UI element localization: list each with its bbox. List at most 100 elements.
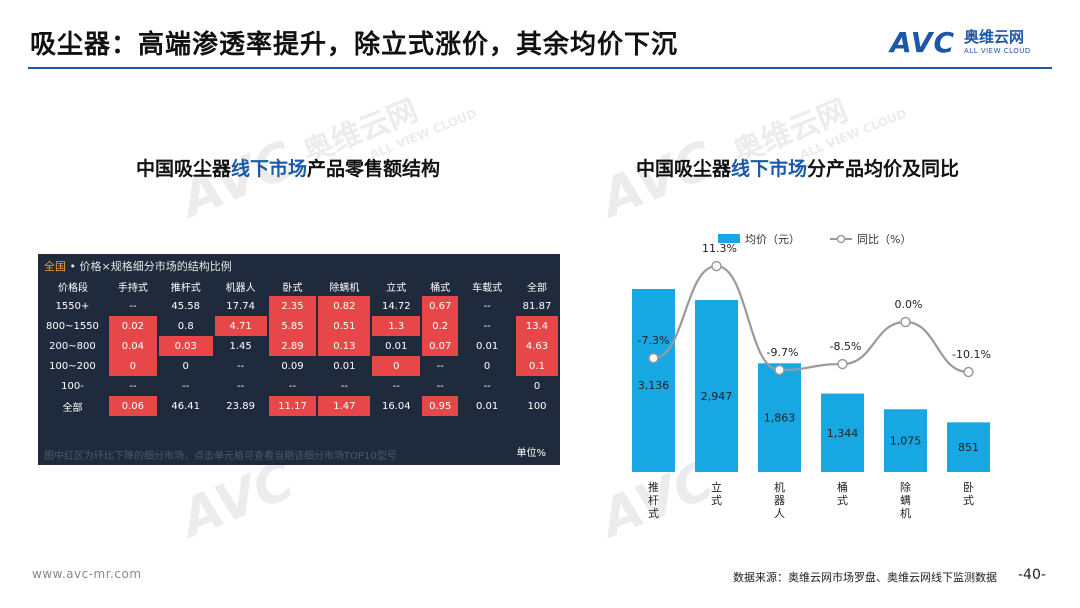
table-cell[interactable]: 17.74	[213, 296, 269, 316]
table-cell[interactable]: --	[459, 296, 516, 316]
table-cell[interactable]: 1.3	[371, 316, 423, 336]
table-cell[interactable]: 0.01	[317, 356, 373, 376]
yoy-point	[900, 316, 911, 328]
table-cell[interactable]: 11.17	[267, 396, 319, 416]
structure-table-panel: 全国 • 价格×规格细分市场的结构比例 价格段 手持式 推杆式 机器人 卧式 除螨机 立式 桶…	[38, 254, 560, 465]
bar-value-label: 851	[958, 441, 979, 454]
category-label: 机	[774, 480, 785, 494]
table-cell[interactable]: 0	[371, 356, 423, 376]
logo-mark: AVC	[890, 26, 955, 59]
table-cell[interactable]: 81.87	[515, 296, 560, 316]
yoy-point	[837, 358, 848, 370]
table-cell[interactable]: 2.35	[267, 296, 319, 316]
table-cell[interactable]: --	[459, 376, 516, 396]
table-cell[interactable]: 0.06	[107, 396, 159, 416]
table-cell[interactable]: 0.67	[421, 296, 461, 316]
table-header-cell: 手持式	[117, 282, 148, 294]
category-label: 杆	[648, 493, 659, 507]
yoy-point	[711, 260, 722, 272]
table-cell[interactable]: 0.2	[421, 316, 461, 336]
category-label: 立	[711, 480, 722, 494]
category-label: 式	[711, 494, 722, 507]
table-cell[interactable]: 16.04	[371, 396, 423, 416]
header-divider	[28, 67, 1052, 69]
table-header-cell: 桶式	[430, 282, 451, 294]
table-row: 100~200 0 0 -- 0.09 0.01 0 -- 0 0.1	[38, 356, 560, 376]
table-cell[interactable]: --	[213, 376, 269, 396]
table-cell[interactable]: 45.58	[157, 296, 215, 316]
yoy-point	[963, 366, 974, 378]
category-label: 桶	[837, 480, 848, 494]
table-cell[interactable]: 2.89	[267, 336, 319, 356]
category-label: 机	[900, 506, 911, 520]
category-label: 式	[963, 494, 974, 507]
watermark: AVC	[172, 450, 303, 550]
price-segment-label: 200~800	[38, 336, 109, 356]
page-number: -40-	[1018, 567, 1046, 583]
table-cell[interactable]: --	[459, 316, 516, 336]
table-cell[interactable]: --	[213, 356, 269, 376]
table-cell[interactable]: 14.72	[371, 296, 423, 316]
yoy-label: -9.7%	[767, 346, 799, 359]
table-cell[interactable]: 23.89	[213, 396, 269, 416]
yoy-label: -7.3%	[638, 334, 670, 347]
avg-price-chart: 均价（元） 同比（%）3,136推杆式2,947立式1,863机器人1,344桶式…	[632, 233, 991, 520]
yoy-label: 0.0%	[895, 298, 923, 311]
table-cell[interactable]: 0	[459, 356, 516, 376]
table-cell[interactable]: --	[421, 356, 461, 376]
table-cell[interactable]: 0.01	[459, 336, 516, 356]
table-row: 100- -- -- -- -- -- -- -- -- 0	[38, 376, 560, 396]
table-cell[interactable]: 1.47	[317, 396, 373, 416]
table-cell[interactable]: --	[107, 376, 159, 396]
table-cell[interactable]: --	[371, 376, 423, 396]
table-row: 全部 0.06 46.41 23.89 11.17 1.47 16.04 0.95 0.01 10…	[38, 396, 560, 416]
table-cell[interactable]: 0.01	[371, 336, 423, 356]
bar-机器人	[758, 363, 801, 472]
table-cell[interactable]: 0.13	[317, 336, 373, 356]
table-cell[interactable]: 46.41	[157, 396, 215, 416]
yoy-point	[648, 352, 659, 364]
bar-value-label: 2,947	[701, 390, 733, 403]
bar-桶式	[821, 393, 864, 472]
table-footer-note: 图中红区为环比下降的细分市场，点击单元格可查看当期该细分市场TOP10型号	[44, 451, 397, 462]
table-header-cell: 车载式	[472, 282, 503, 294]
table-header-cell: 除螨机	[329, 282, 360, 294]
bar-推杆式	[632, 289, 675, 472]
table-cell[interactable]: 0	[157, 356, 215, 376]
yoy-label: 11.3%	[702, 242, 737, 255]
category-label: 除	[900, 480, 911, 494]
table-cell[interactable]: 0.8	[157, 316, 215, 336]
table-cell[interactable]: 0.04	[107, 336, 159, 356]
table-cell[interactable]: --	[157, 376, 215, 396]
table-cell[interactable]: 0.03	[157, 336, 215, 356]
price-segment-label: 100-	[38, 376, 109, 396]
table-cell[interactable]: 0.07	[421, 336, 461, 356]
table-row: 200~800 0.04 0.03 1.45 2.89 0.13 0.01 0.07 0.01 4…	[38, 336, 560, 356]
table-cell[interactable]: 5.85	[267, 316, 319, 336]
table-cell[interactable]: --	[421, 376, 461, 396]
table-cell[interactable]: 0.1	[515, 356, 560, 376]
bar-立式	[695, 300, 738, 472]
table-cell[interactable]: 4.63	[515, 336, 560, 356]
table-cell[interactable]: 4.71	[213, 316, 269, 336]
table-cell[interactable]: --	[317, 376, 373, 396]
table-cell[interactable]: 0.02	[107, 316, 159, 336]
table-cell[interactable]: --	[107, 296, 159, 316]
table-cell[interactable]: 0	[107, 356, 159, 376]
table-cell[interactable]: 0.01	[459, 396, 516, 416]
table-cell[interactable]: 1.45	[213, 336, 269, 356]
table-cell[interactable]: 0.51	[317, 316, 373, 336]
yoy-label: -8.5%	[830, 340, 862, 353]
table-cell[interactable]: 0.09	[267, 356, 319, 376]
table-cell[interactable]: --	[267, 376, 319, 396]
price-segment-label: 全部	[38, 396, 109, 416]
table-cell[interactable]: 0	[515, 376, 560, 396]
footer-url[interactable]: www.avc-mr.com	[32, 567, 142, 581]
table-cell[interactable]: 100	[515, 396, 560, 416]
table-cell[interactable]: 0.82	[317, 296, 373, 316]
table-cell[interactable]: 13.4	[515, 316, 560, 336]
table-cell[interactable]: 0.95	[421, 396, 461, 416]
bar-value-label: 1,075	[890, 435, 922, 448]
legend-marker-yoy	[836, 234, 846, 244]
table-header-cell: 价格段	[57, 282, 88, 294]
